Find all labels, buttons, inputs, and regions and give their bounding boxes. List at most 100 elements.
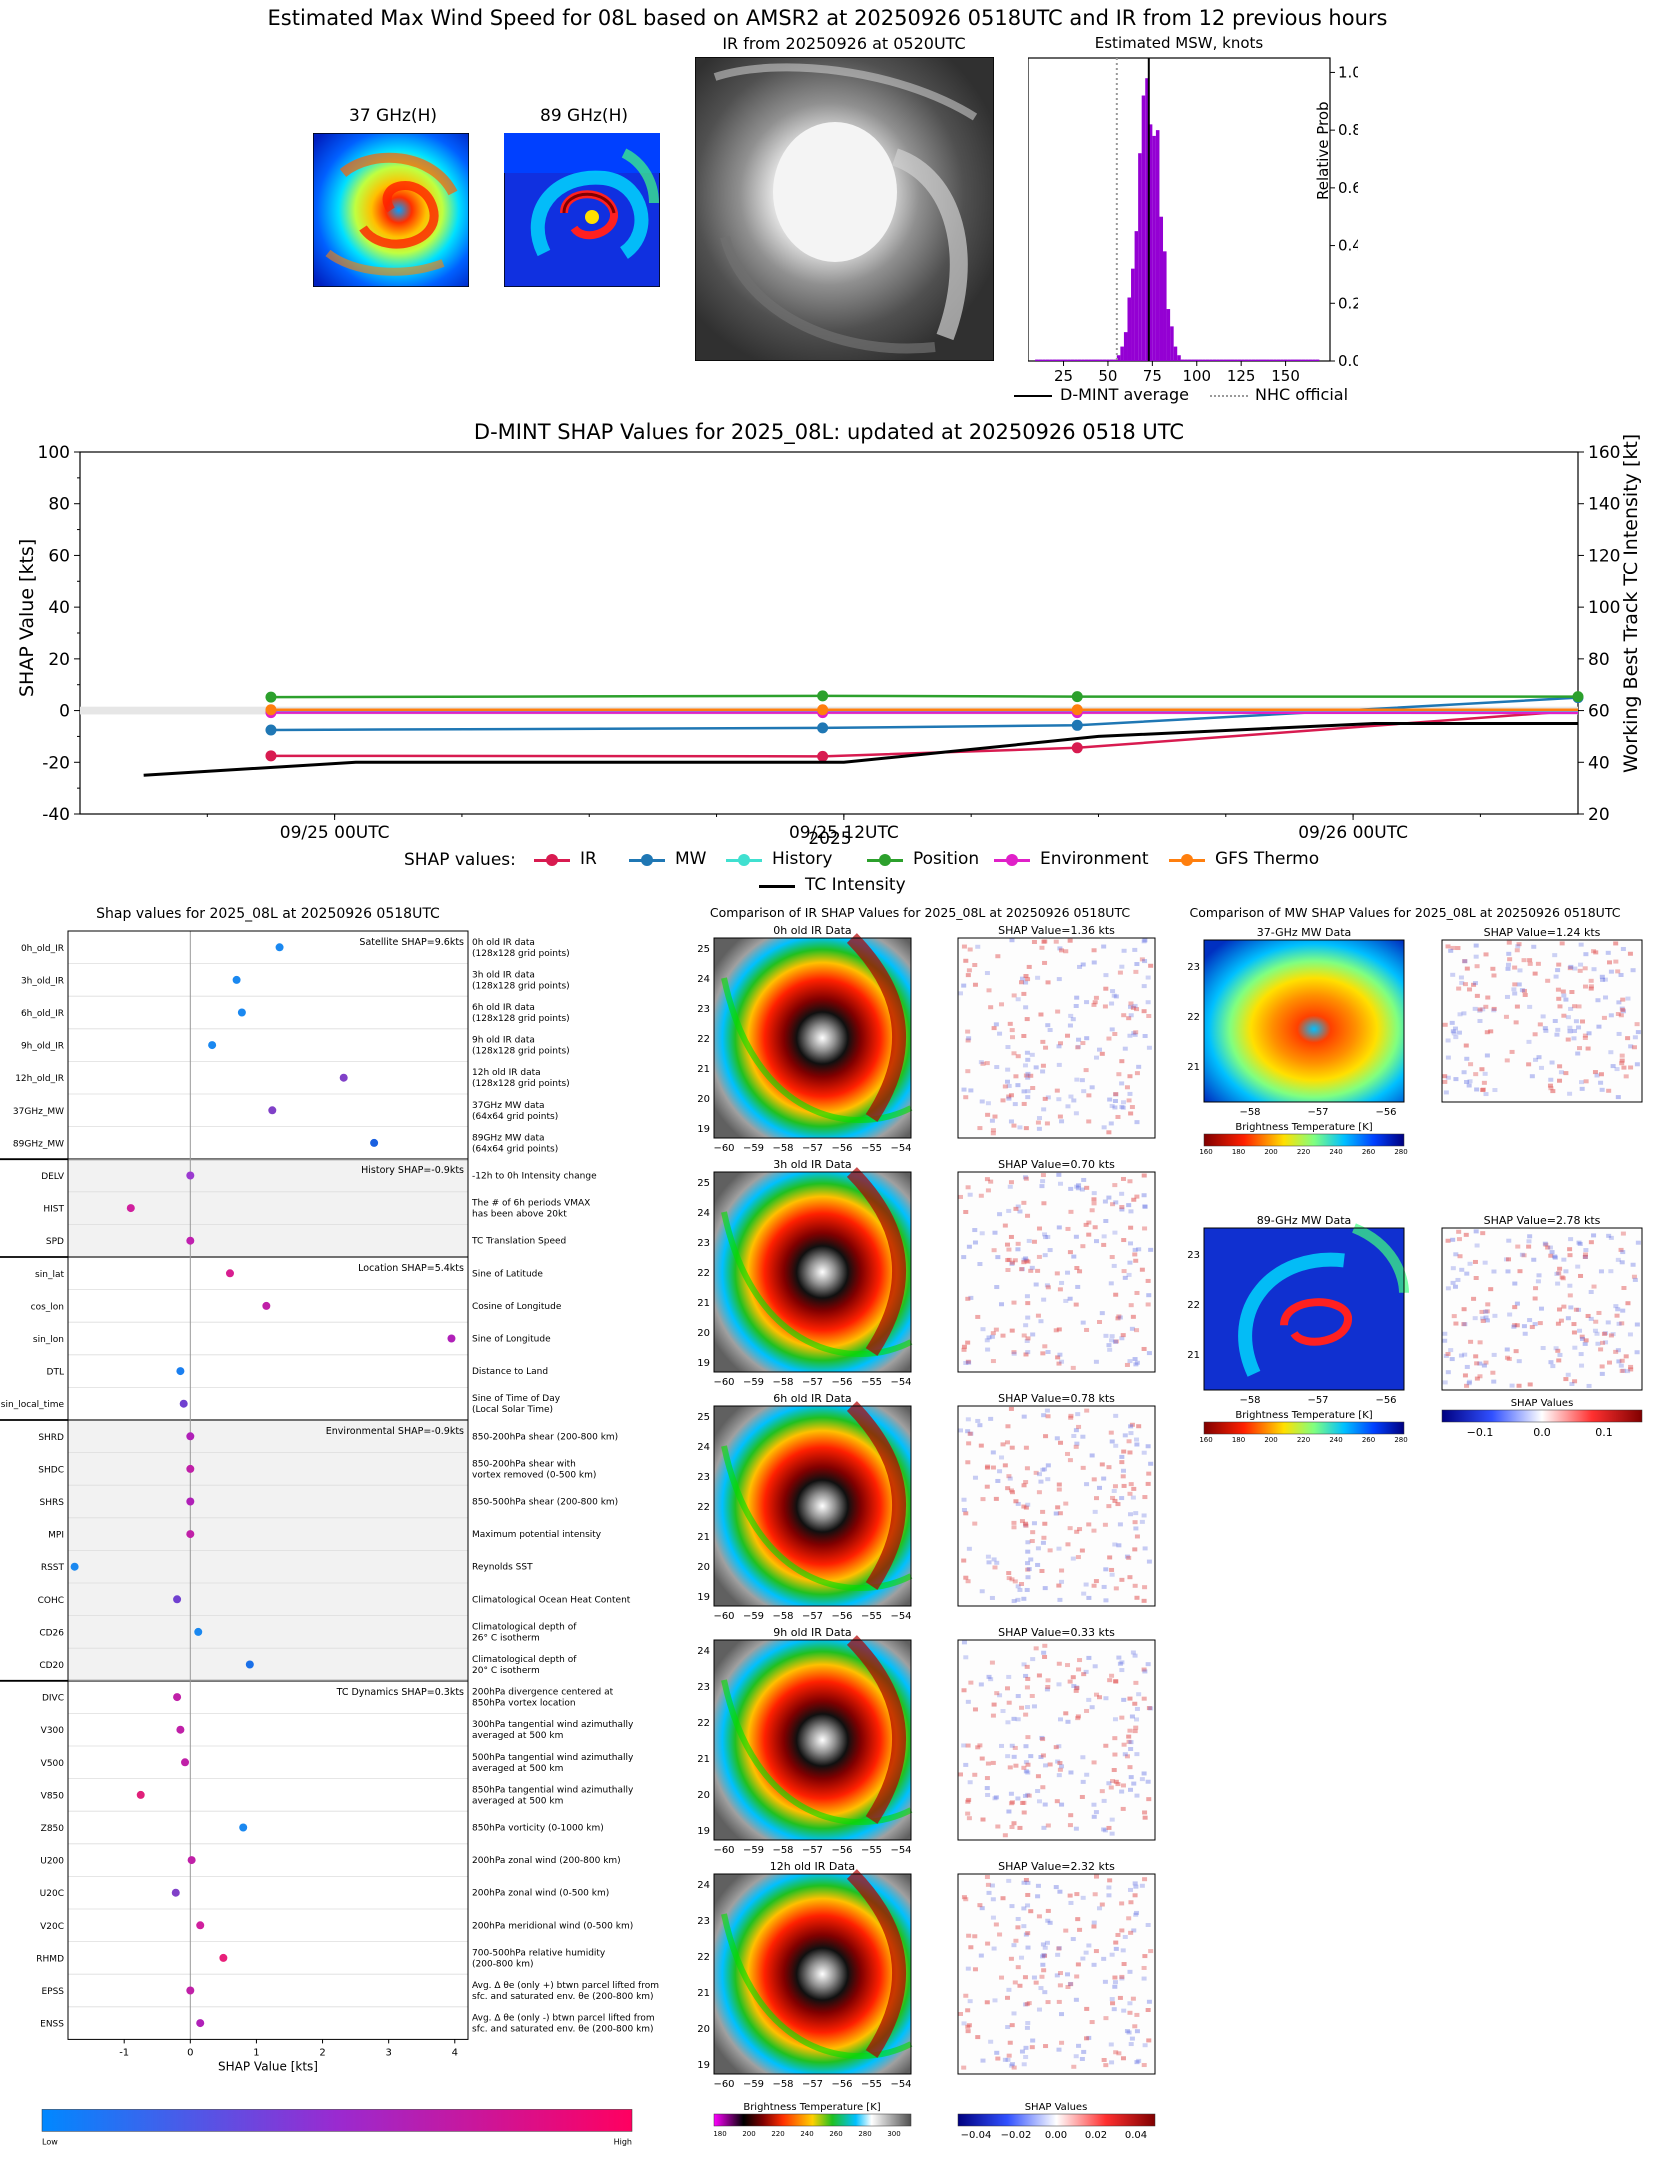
shap-pixel bbox=[1109, 1255, 1115, 1260]
hist-bar bbox=[1248, 359, 1252, 361]
lat-tick-label: 20 bbox=[697, 1790, 710, 1801]
shap-pixel bbox=[1113, 1092, 1119, 1097]
feature-point bbox=[196, 2019, 205, 2028]
shap-pixel bbox=[1127, 1359, 1133, 1364]
shap-pixel bbox=[1023, 980, 1029, 985]
spiral-band bbox=[721, 1211, 913, 1357]
shap-pixel bbox=[1506, 1356, 1512, 1361]
feature-point bbox=[181, 1758, 190, 1767]
shap-pixel bbox=[1036, 1799, 1042, 1804]
lon-tick-label: −58 bbox=[772, 2079, 793, 2090]
shap-pixel bbox=[1115, 1114, 1121, 1119]
shap-pixel bbox=[1483, 952, 1489, 957]
hist-bar bbox=[1202, 359, 1206, 361]
ts-xtick-label: 09/26 00UTC bbox=[1298, 823, 1408, 843]
shap-pixel bbox=[1031, 1975, 1037, 1980]
mw-cbar-shap-label: SHAP Values bbox=[1511, 1398, 1574, 1409]
shap-pixel bbox=[1450, 1029, 1456, 1034]
shap-pixel bbox=[1000, 1333, 1006, 1338]
ts-ytick-right-label: 120 bbox=[1588, 546, 1620, 566]
shap-pixel bbox=[1128, 1209, 1134, 1214]
shap-pixel bbox=[1602, 977, 1608, 982]
shap-pixel bbox=[1068, 1813, 1074, 1818]
shap-pixel bbox=[1133, 1030, 1139, 1035]
ir-shap-image bbox=[958, 1172, 1155, 1372]
shap-pixel bbox=[1545, 978, 1551, 983]
shap-pixel bbox=[1091, 948, 1097, 953]
shap-pixel bbox=[1556, 1358, 1562, 1363]
shap-pixel bbox=[1586, 1383, 1592, 1388]
cbar-tick-label: −0.1 bbox=[1467, 1426, 1494, 1439]
feature-desc: 200hPa meridional wind (0-500 km) bbox=[472, 1921, 633, 1931]
shap-pixel bbox=[1074, 1892, 1080, 1897]
shap-pixel bbox=[1106, 1465, 1112, 1470]
shap-pixel bbox=[993, 1795, 999, 1800]
shap-pixel bbox=[1556, 996, 1562, 1001]
shap-pixel bbox=[1513, 1020, 1519, 1025]
shap-pixel bbox=[967, 1999, 973, 2004]
shap-pixel bbox=[1448, 1348, 1454, 1353]
shap-pixel bbox=[1634, 1062, 1640, 1067]
shap-pixel bbox=[1036, 1673, 1042, 1678]
shap-pixel bbox=[1128, 1001, 1134, 1006]
hist-bar bbox=[1219, 359, 1224, 361]
series-point-position bbox=[817, 690, 829, 702]
hist-xtick-label: 150 bbox=[1271, 367, 1300, 385]
shap-pixel bbox=[1121, 1269, 1127, 1274]
ts-ytick-right-label: 140 bbox=[1588, 495, 1620, 515]
ts-ytick-right-label: 160 bbox=[1588, 443, 1620, 463]
shap-pixel bbox=[1013, 1074, 1019, 1079]
feature-name: U20C bbox=[40, 1889, 64, 1899]
shap-pixel bbox=[1598, 1347, 1604, 1352]
shap-pixel bbox=[1116, 2051, 1122, 2056]
shap-pixel bbox=[1529, 1074, 1535, 1079]
shap-pixel bbox=[1557, 1004, 1563, 1009]
shap-pixel bbox=[1009, 1577, 1015, 1582]
shap-pixel bbox=[1561, 993, 1567, 998]
bee-xtick-label: 2 bbox=[319, 2047, 325, 2058]
shap-pixel bbox=[1025, 1735, 1031, 1740]
shap-pixel bbox=[1109, 1027, 1115, 1032]
feature-name: DELV bbox=[41, 1172, 65, 1182]
shap-pixel bbox=[1108, 1430, 1114, 1435]
shap-pixel bbox=[1025, 1336, 1031, 1341]
shap-pixel bbox=[1033, 1282, 1039, 1287]
lon-tick-label: −59 bbox=[743, 1611, 764, 1622]
shap-pixel bbox=[1099, 1902, 1105, 1907]
shap-pixel bbox=[1457, 1012, 1463, 1017]
shap-pixel bbox=[989, 1595, 995, 1600]
shap-pixel bbox=[1025, 1892, 1031, 1897]
shap-pixel bbox=[1011, 1599, 1017, 1604]
shap-pixel bbox=[1097, 1906, 1103, 1911]
shap-pixel bbox=[1569, 1381, 1575, 1386]
shap-pixel bbox=[1459, 980, 1465, 985]
shap-pixel bbox=[965, 973, 971, 978]
shap-pixel bbox=[1555, 1281, 1561, 1286]
shap-pixel bbox=[980, 1817, 986, 1822]
shap-pixel bbox=[1145, 1000, 1151, 1005]
shap-pixel bbox=[1045, 1823, 1051, 1828]
shap-pixel bbox=[1036, 1490, 1042, 1495]
shap-pixel bbox=[1119, 1191, 1125, 1196]
shap-pixel bbox=[1545, 1245, 1551, 1250]
series-point-position bbox=[265, 691, 277, 703]
shap-pixel bbox=[1522, 992, 1528, 997]
shap-pixel bbox=[1006, 1094, 1012, 1099]
shap-pixel bbox=[1073, 1688, 1079, 1693]
shap-pixel bbox=[1608, 969, 1614, 974]
shap-pixel bbox=[1055, 1505, 1061, 1510]
shap-pixel bbox=[1127, 1575, 1133, 1580]
lat-tick-label: 20 bbox=[697, 1562, 710, 1573]
lat-tick-label: 22 bbox=[697, 1718, 710, 1729]
shap-pixel bbox=[1117, 970, 1123, 975]
shap-pixel bbox=[1023, 1256, 1029, 1261]
shap-pixel bbox=[1126, 1734, 1132, 1739]
shap-pixel bbox=[1094, 1496, 1099, 1501]
shap-pixel bbox=[1044, 1687, 1050, 1692]
shap-pixel bbox=[1045, 1023, 1051, 1028]
shap-pixel bbox=[1045, 1678, 1051, 1683]
spiral-band bbox=[1238, 1252, 1345, 1377]
shap-pixel bbox=[1056, 1044, 1062, 1049]
shap-pixel bbox=[1464, 1079, 1470, 1084]
shap-pixel bbox=[1117, 1995, 1123, 2000]
